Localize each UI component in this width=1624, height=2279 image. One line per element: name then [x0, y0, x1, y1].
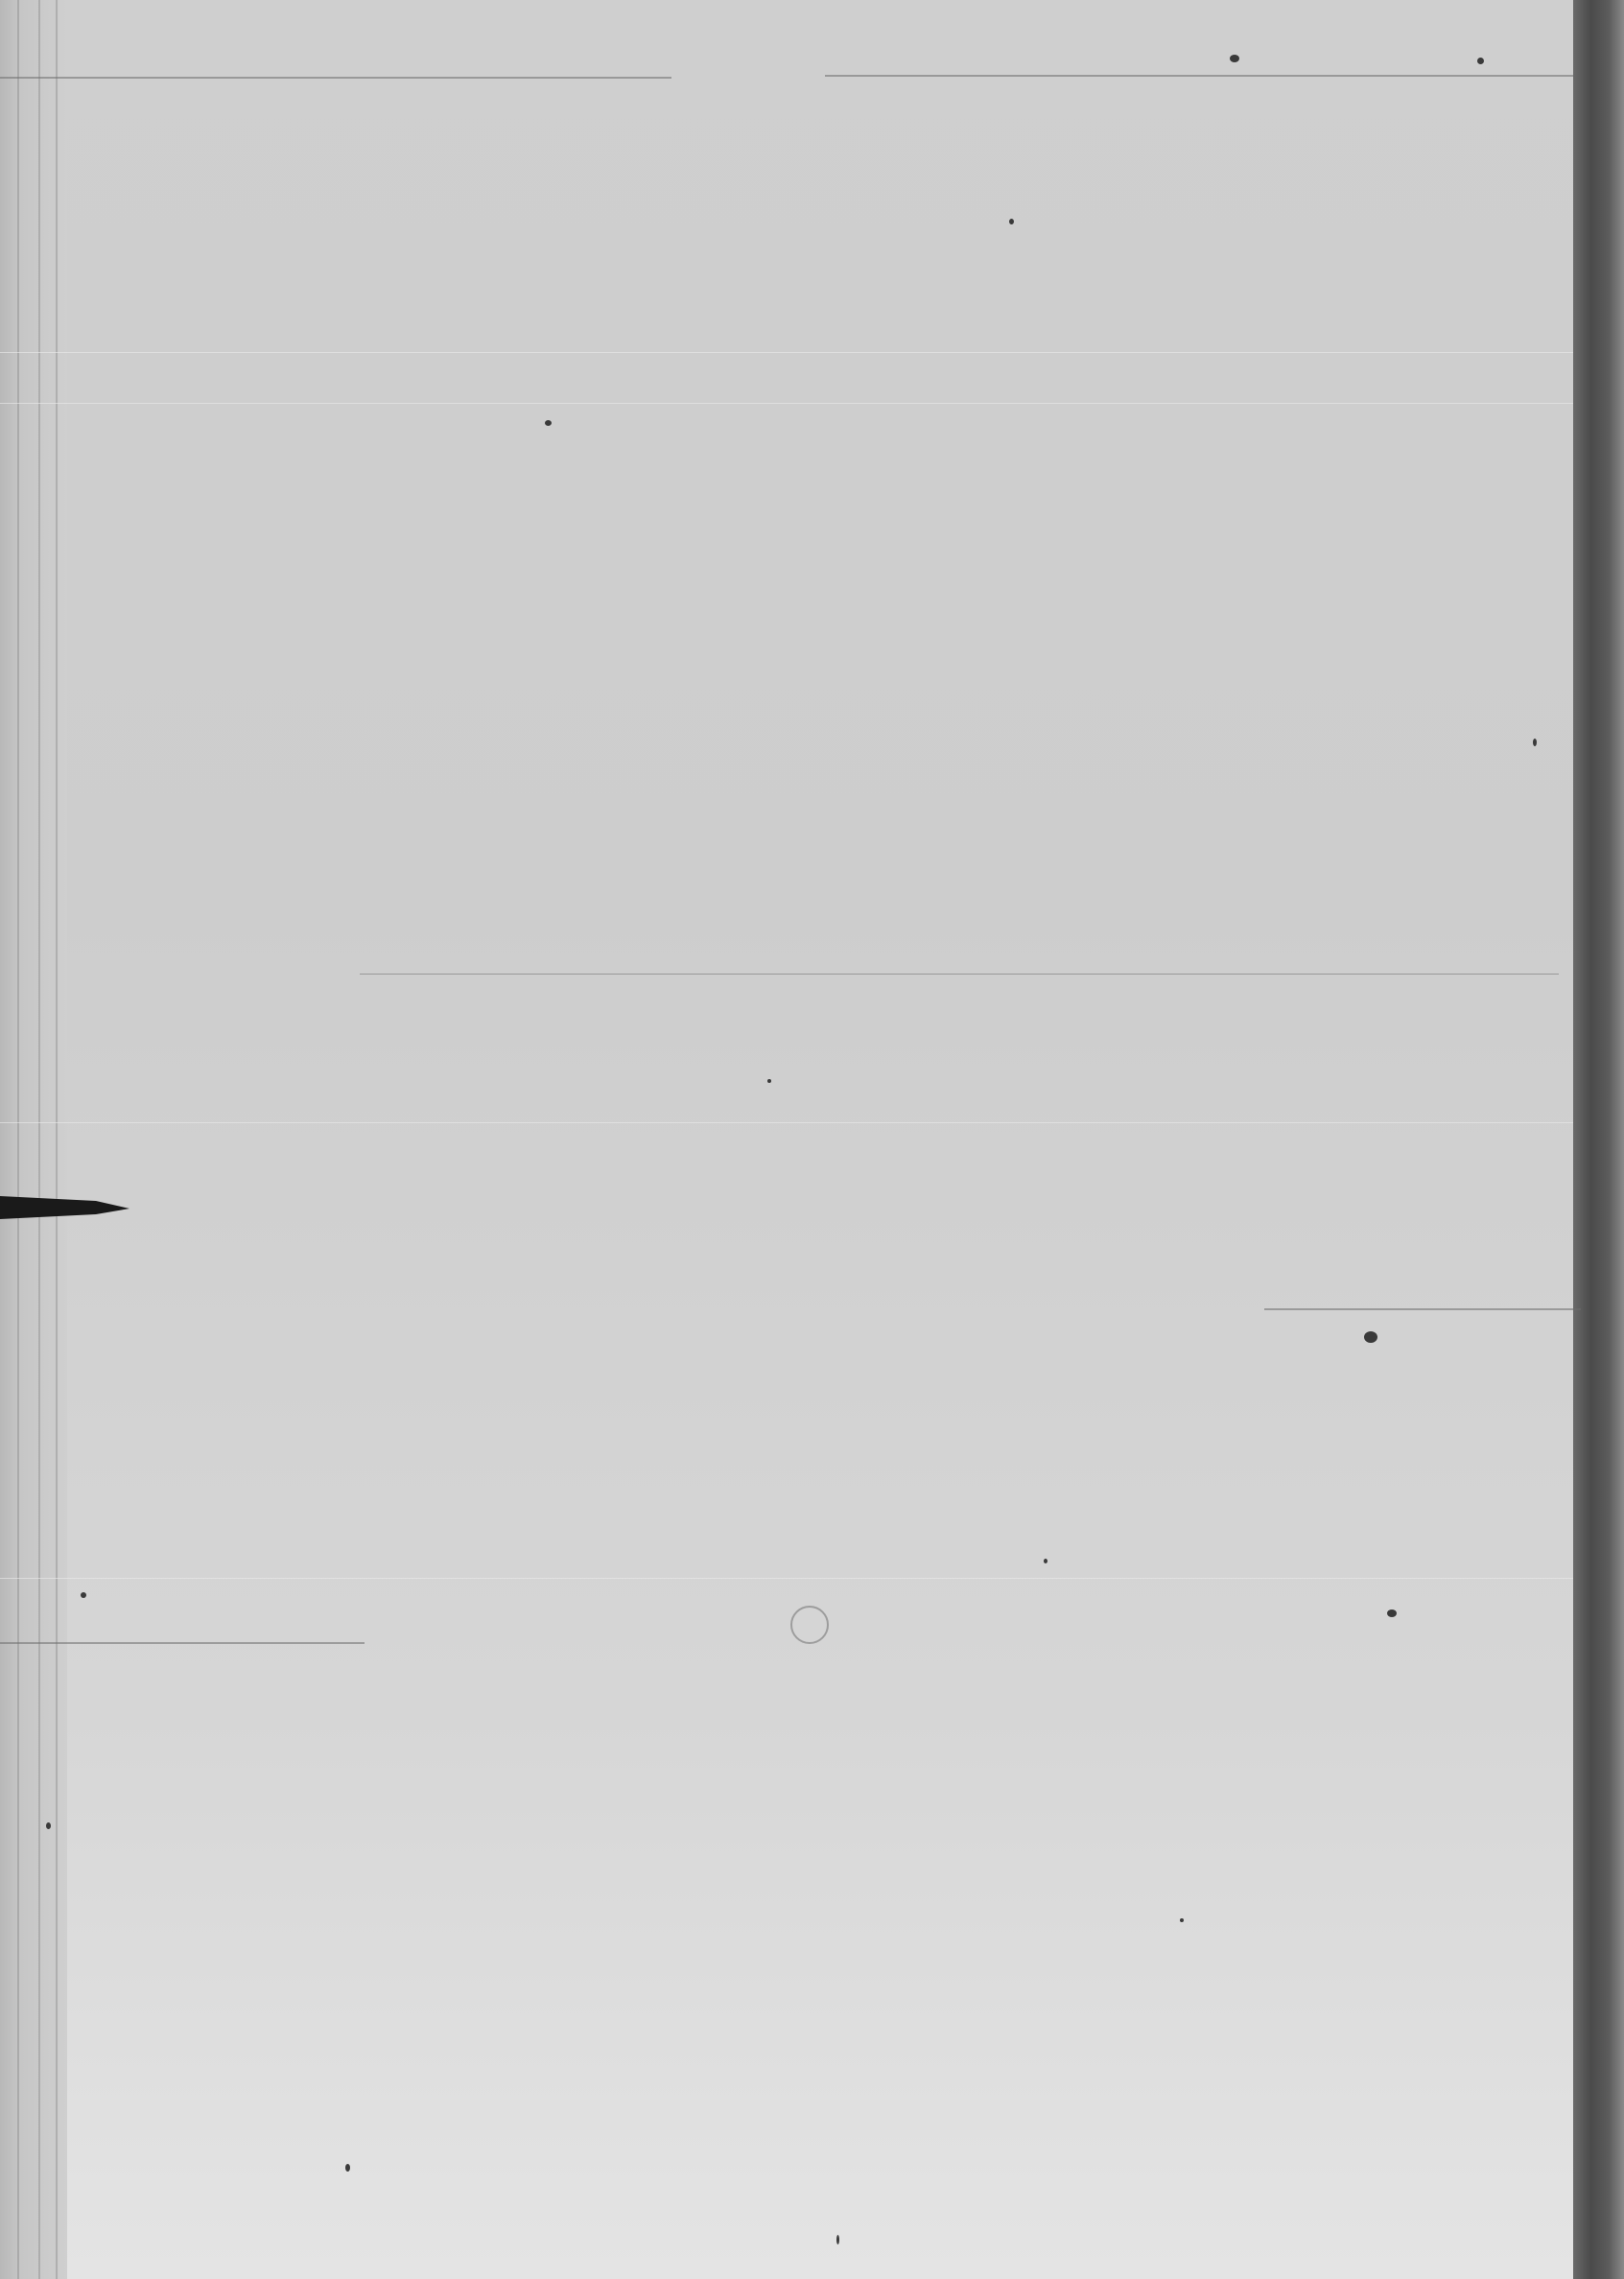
dust-speck	[1477, 58, 1484, 64]
dust-speck	[1364, 1331, 1377, 1343]
dust-speck	[1387, 1609, 1397, 1617]
scan-streak	[0, 1122, 1573, 1123]
dust-speck	[836, 2235, 839, 2244]
dust-speck	[767, 1079, 771, 1083]
dust-speck	[81, 1592, 86, 1598]
scan-streak	[0, 1578, 1573, 1579]
dust-speck	[1009, 219, 1014, 224]
circular-stain	[790, 1606, 829, 1644]
page-left-edge-shadow	[0, 0, 67, 2279]
faint-rule-line	[360, 974, 1559, 975]
left-edge-line	[56, 0, 58, 2279]
dust-speck	[46, 1822, 51, 1829]
dark-wedge-mark	[0, 1196, 129, 1219]
page-right-edge-shadow	[1573, 0, 1624, 2279]
dust-speck	[345, 2164, 350, 2172]
dust-speck	[545, 420, 552, 426]
scan-streak	[0, 403, 1573, 404]
left-edge-line	[17, 0, 19, 2279]
faint-rule-line	[0, 77, 671, 79]
dust-speck	[1180, 1918, 1184, 1922]
dust-speck	[1230, 55, 1239, 62]
dust-speck	[1533, 739, 1537, 746]
faint-rule-line	[825, 75, 1573, 77]
scan-streak	[0, 352, 1573, 353]
dust-speck	[1044, 1559, 1047, 1563]
faint-rule-line	[0, 1642, 365, 1644]
left-edge-line	[38, 0, 40, 2279]
faint-rule-line	[1264, 1308, 1581, 1310]
